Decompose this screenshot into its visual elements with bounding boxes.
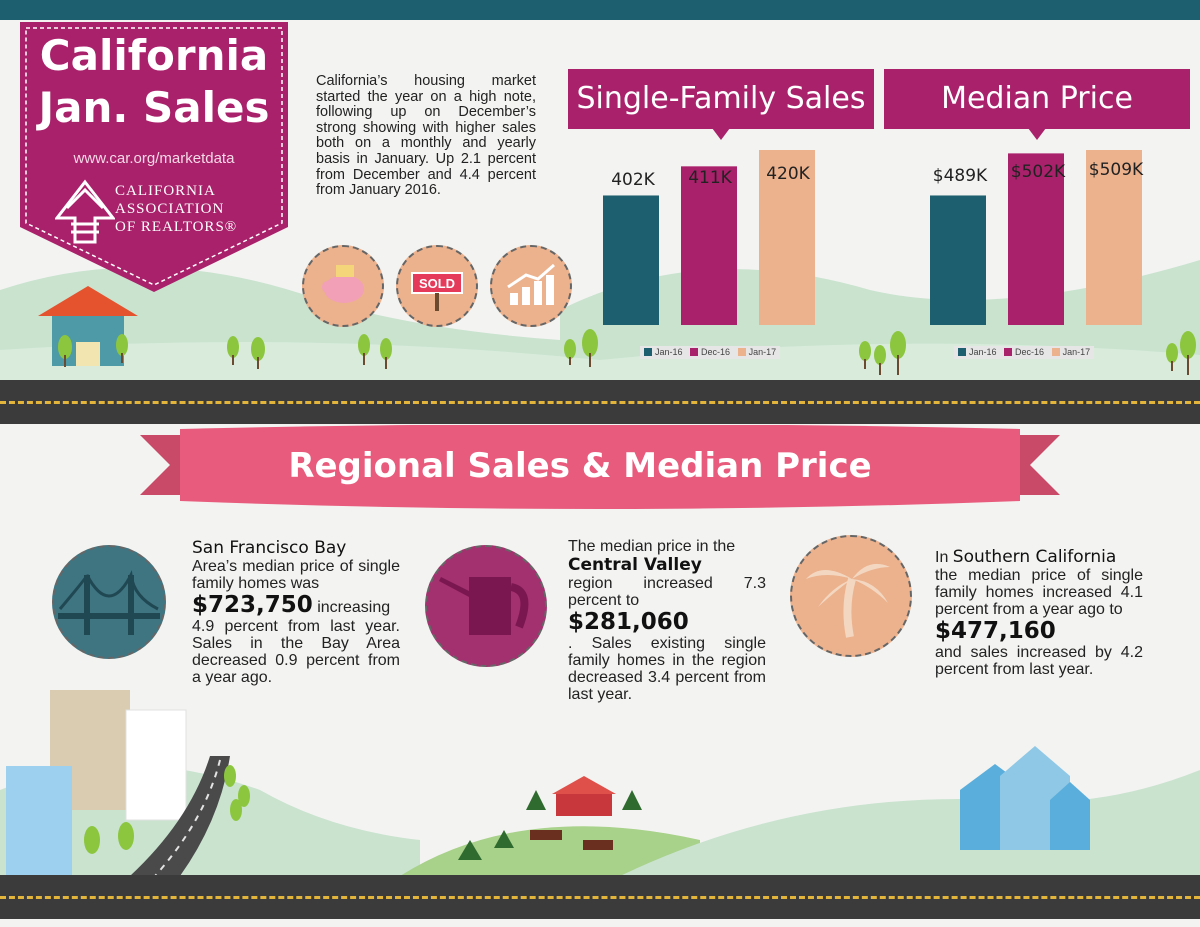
bar-dec16 [681,166,737,325]
value-label-jan16: 402K [611,170,655,190]
southern-text-b: the median price of single family homes … [935,567,1143,618]
section-title: Regional Sales & Median Price [288,446,872,486]
central-price: $281,060 [568,609,689,635]
central-valley-block: The median price in the Central Valley r… [568,538,766,703]
realtors-org-name: CALIFORNIA ASSOCIATION OF REALTORS® [115,183,238,235]
sold-sign-icon: SOLD [396,245,478,327]
bay-area-block: San Francisco Bay Area’s median price of… [192,538,400,686]
bottom-scenery [0,690,1200,876]
header-pointer [1028,128,1046,140]
southern-text-c: and sales increased by 4.2 percent from … [935,644,1143,678]
central-text-c: . Sales existing single family homes in … [568,635,766,703]
value-label-jan17: 420K [766,164,810,184]
legend-item: Jan-16 [958,347,997,357]
southern-price: $477,160 [935,618,1056,644]
bar-jan16 [930,195,986,325]
bay-price: $723,750 [192,592,313,618]
price-legend: Jan-16 Dec-16 Jan-17 [954,346,1095,359]
palm-tree-icon [790,535,912,657]
bay-heading: San Francisco Bay [192,538,347,558]
southern-heading: Southern California [952,547,1117,567]
top-bar [0,0,1200,20]
central-text-a: The median price in the [568,538,736,555]
road-bottom [0,875,1200,919]
legend-item: Jan-17 [1051,347,1090,357]
road-top [0,380,1200,424]
sales-legend: Jan-16 Dec-16 Jan-17 [640,346,781,359]
trees-row [58,329,1196,375]
value-label-jan17: $509K [1088,160,1144,180]
chart-header-single-family-sales: Single-Family Sales [568,69,874,129]
bar-jan16 [603,195,659,325]
bar-jan17 [759,150,815,325]
chart-header-median-price: Median Price [884,69,1190,129]
median-price-chart [930,150,1142,325]
piggy-bank-icon [302,245,384,327]
single-family-sales-chart [603,150,815,325]
central-text-b: region increased 7.3 percent to [568,575,766,609]
bar-jan17 [1086,150,1142,325]
bar-dec16 [1008,153,1064,325]
growth-chart-icon [490,245,572,327]
banner-title: California Jan. Sales [38,31,270,132]
realtors-logo-icon [55,179,115,244]
watering-can-icon [425,545,547,667]
intro-paragraph: California’s housing market started the … [316,73,536,199]
header-pointer [712,128,730,140]
central-heading: Central Valley [568,555,702,575]
value-label-dec16: 411K [688,168,732,188]
value-label-jan16: $489K [932,166,988,186]
southern-text-a: In [935,549,949,566]
bay-text-b: increasing [317,599,391,616]
bay-text-c: 4.9 percent from last year. Sales in the… [192,618,400,686]
southern-california-block: In Southern California the median price … [935,547,1143,678]
legend-item: Dec-16 [1004,347,1044,357]
legend-item: Jan-17 [737,347,776,357]
legend-item: Dec-16 [690,347,730,357]
banner-url[interactable]: www.car.org/marketdata [73,150,235,167]
section-ribbon [140,425,1060,509]
legend-item: Jan-16 [644,347,683,357]
golden-gate-bridge-icon [52,545,166,659]
sold-sign-text: SOLD [419,276,455,291]
bay-text-a: Area’s median price of single family hom… [192,558,400,592]
value-label-dec16: $502K [1010,162,1066,182]
